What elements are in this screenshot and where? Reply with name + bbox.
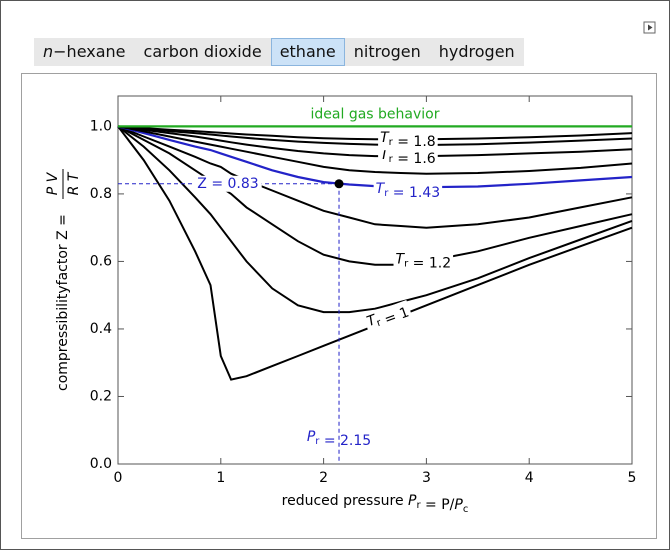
- options-icon: [648, 24, 653, 31]
- curve: [117, 125, 633, 175]
- plot-frame: [117, 95, 633, 465]
- label-background: [378, 130, 438, 151]
- curve-label-group: Tr = 1.2: [393, 251, 454, 272]
- tab-bar: n−hexane carbon dioxide ethane nitrogen hydr…: [34, 38, 524, 66]
- curve: [117, 125, 633, 266]
- y-tick-label: 0.2: [90, 388, 112, 404]
- y-axis-label-group: compressibilityfactor Z = P V R T: [45, 169, 82, 391]
- curve-label: ideal gas behavior: [311, 107, 440, 123]
- y-tick-label: 0.8: [90, 186, 112, 202]
- tab[interactable]: hydrogen: [438, 42, 515, 61]
- curve: [117, 125, 633, 229]
- y-tick-label: 1.0: [90, 118, 112, 134]
- point: [334, 179, 344, 189]
- y-tick-label: 0.4: [90, 321, 112, 337]
- x-axis-label: reduced pressure Pr = P/Pc: [282, 493, 469, 515]
- curve-label: Tr = 1.6: [380, 147, 436, 167]
- point-y-label: Z = 0.83: [197, 176, 258, 192]
- x-tick-label: 0: [114, 470, 123, 486]
- tab[interactable]: carbon dioxide: [143, 42, 262, 61]
- y-axis-label: compressibilityfactor Z =: [55, 214, 71, 391]
- curve-label-group: Tr = 1: [362, 300, 414, 335]
- curve-label-group: Tr = 1.6: [378, 147, 438, 168]
- curve: [117, 125, 633, 158]
- label-background: [378, 147, 438, 168]
- tab[interactable]: ethane: [270, 38, 345, 66]
- curve: [117, 125, 633, 141]
- x-tick-label: 4: [525, 470, 534, 486]
- y-label-numerator: P V: [45, 171, 61, 195]
- curve: [117, 125, 633, 314]
- curve: [117, 125, 633, 146]
- curve-label-group: ideal gas behavior: [311, 107, 440, 123]
- curve-label-group: Tr = 1.8: [378, 130, 438, 151]
- tab[interactable]: n−hexane: [43, 42, 126, 61]
- tab[interactable]: nitrogen: [353, 42, 421, 61]
- label-background: [393, 251, 454, 272]
- curve-label: Tr = 1.2: [396, 252, 452, 272]
- x-tick-label: 5: [628, 470, 637, 486]
- plot-panel: [21, 73, 657, 539]
- curve-label: Tr = 1.43: [376, 181, 441, 201]
- y-label-denominator: R T: [66, 171, 82, 195]
- y-tick-label: 0.6: [90, 253, 112, 269]
- curve-label: Tr = 1.8: [380, 130, 436, 150]
- x-tick-label: 1: [216, 470, 225, 486]
- curve-label-group: Tr = 1.43: [373, 180, 443, 201]
- curve: [117, 125, 633, 381]
- curve: [117, 125, 633, 189]
- y-tick-label: 0.0: [90, 456, 112, 472]
- point-x-label: Pr = 2.15: [307, 429, 371, 449]
- label-background: [373, 180, 443, 201]
- x-tick-label: 2: [319, 470, 328, 486]
- x-tick-label: 3: [422, 470, 431, 486]
- label-background: [362, 300, 414, 335]
- label-background: [194, 175, 262, 192]
